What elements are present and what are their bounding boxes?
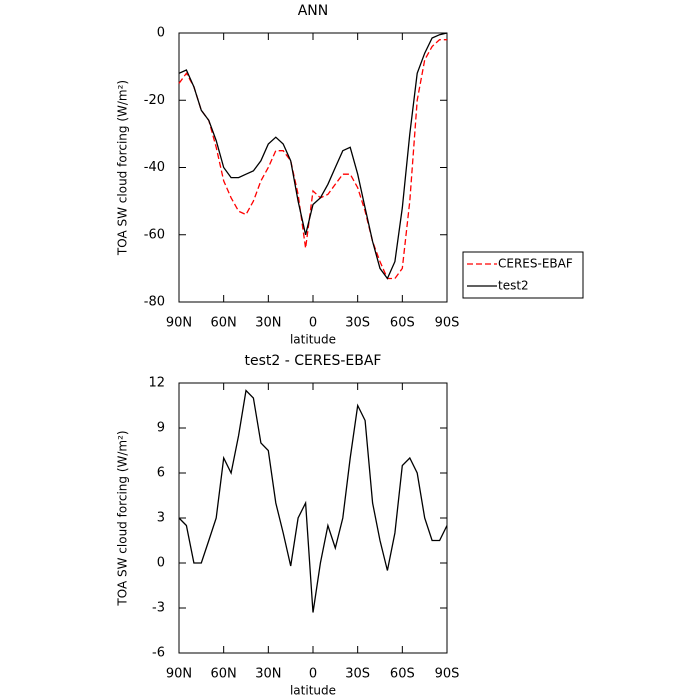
y-tick-label: -6 — [152, 646, 165, 661]
y-tick-label: 0 — [157, 26, 165, 41]
data-line — [178, 39, 447, 280]
x-tick-label: 0 — [309, 316, 317, 331]
data-line — [178, 32, 448, 280]
legend-label: CERES-EBAF — [498, 257, 573, 271]
y-tick-label: -80 — [144, 295, 165, 310]
y-tick-label: 12 — [148, 376, 165, 391]
y-tick-label: -3 — [152, 601, 165, 616]
y-tick-label: 9 — [157, 421, 165, 436]
x-tick-label: 60S — [390, 667, 415, 682]
y-axis-label: TOA SW cloud forcing (W/m²) — [116, 430, 130, 606]
x-tick-label: 30S — [345, 316, 370, 331]
chart-title: test2 - CERES-EBAF — [245, 353, 382, 369]
y-tick-label: -60 — [144, 227, 165, 242]
x-tick-label: 60N — [211, 667, 237, 682]
y-tick-label: 3 — [157, 511, 165, 526]
y-tick-label: 0 — [157, 556, 165, 571]
legend-box — [462, 251, 584, 299]
x-tick-label: 90S — [435, 316, 460, 331]
x-tick-label: 60S — [390, 316, 415, 331]
x-tick-label: 0 — [309, 667, 317, 682]
x-axis-label: latitude — [290, 684, 336, 698]
x-tick-label: 90N — [166, 667, 192, 682]
y-axis-label: TOA SW cloud forcing (W/m²) — [116, 80, 130, 256]
x-axis-label: latitude — [290, 333, 336, 347]
legend-label: test2 — [498, 279, 529, 293]
y-tick-label: -40 — [144, 160, 165, 175]
y-tick-label: 6 — [157, 466, 165, 481]
x-tick-label: 60N — [211, 316, 237, 331]
x-tick-label: 90S — [435, 667, 460, 682]
x-tick-label: 30S — [345, 667, 370, 682]
chart-title: ANN — [298, 3, 329, 19]
x-tick-label: 90N — [166, 316, 192, 331]
x-tick-label: 30N — [255, 316, 281, 331]
y-tick-label: -20 — [144, 93, 165, 108]
x-tick-label: 30N — [255, 667, 281, 682]
data-line — [178, 389, 448, 613]
